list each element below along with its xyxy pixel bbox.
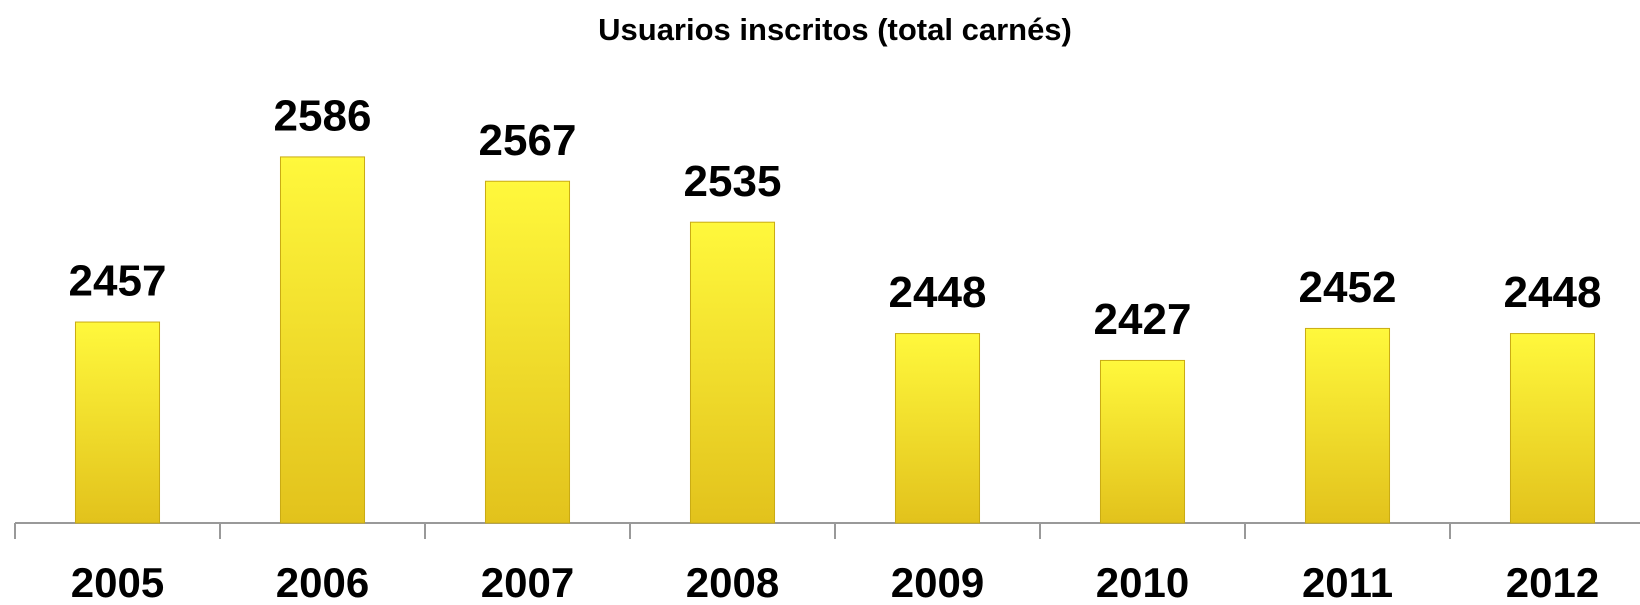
bar	[484, 180, 571, 524]
x-tick-label: 2007	[481, 559, 574, 605]
x-tick-label: 2012	[1506, 559, 1599, 605]
bar	[1509, 333, 1596, 524]
data-label: 2452	[1299, 263, 1397, 312]
x-tick-label: 2010	[1096, 559, 1189, 605]
x-tick-label: 2009	[891, 559, 984, 605]
chart-title: Usuarios inscritos (total carnés)	[598, 12, 1072, 47]
data-label: 2427	[1094, 295, 1192, 344]
bar	[74, 321, 161, 524]
data-label: 2586	[274, 92, 372, 141]
data-label: 2457	[69, 257, 167, 306]
data-label: 2448	[889, 268, 987, 317]
bar	[1304, 327, 1391, 524]
bar	[279, 156, 366, 524]
x-tick-label: 2011	[1302, 559, 1393, 605]
data-label: 2567	[479, 116, 577, 165]
data-label: 2535	[684, 157, 782, 206]
data-label: 2448	[1504, 268, 1602, 317]
bar	[894, 333, 981, 524]
x-tick-label: 2006	[276, 559, 369, 605]
x-tick-label: 2008	[686, 559, 779, 605]
bar	[1099, 359, 1186, 524]
x-tick-label: 2005	[71, 559, 164, 605]
bar	[689, 221, 776, 524]
